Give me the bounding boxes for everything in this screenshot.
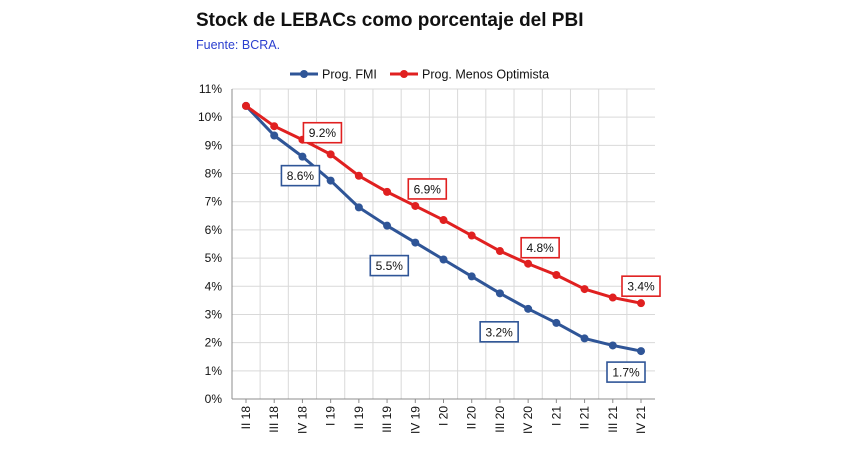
series-1-point	[637, 299, 645, 308]
label-layer: 9.2% 6.9% 4.8% 3.4% 8.6% 5.5% 3.2% 1.7%	[280, 121, 661, 383]
series-0-point	[326, 176, 335, 185]
series-1-point	[242, 101, 250, 110]
series-0-point	[411, 238, 420, 247]
series-1-point	[270, 122, 279, 131]
series-1-point	[552, 271, 561, 279]
x-tick-label: I 21	[549, 406, 563, 426]
data-label-box	[302, 121, 343, 144]
y-tick-label: 9%	[205, 138, 223, 152]
y-tick-label: 2%	[205, 336, 223, 350]
y-tick-label: 0%	[205, 392, 223, 406]
x-tick-label: II 21	[578, 406, 592, 430]
legend-marker-1	[400, 70, 408, 78]
data-label-box	[407, 178, 448, 200]
y-tick-label: 7%	[205, 195, 223, 209]
series-0-point	[383, 221, 392, 230]
y-tick-label: 10%	[198, 110, 222, 124]
y-tick-label: 6%	[205, 223, 223, 237]
data-label-box	[369, 254, 410, 277]
series-0-point	[524, 304, 533, 313]
chart-source: Fuente: BCRA.	[196, 38, 281, 52]
data-label: 9.2%	[309, 126, 337, 140]
y-tick-label: 8%	[205, 167, 223, 181]
series-0-point	[270, 131, 279, 140]
y-tick-label: 1%	[205, 364, 223, 378]
y-tick-label: 3%	[205, 307, 223, 321]
y-tick-label: 4%	[205, 279, 223, 293]
data-label-box	[520, 236, 560, 259]
series-1-point	[354, 171, 363, 180]
data-label: 1.7%	[612, 366, 640, 380]
series-0-point	[580, 334, 589, 343]
legend-label-0: Prog. FMI	[322, 68, 377, 82]
data-label: 8.6%	[287, 169, 315, 183]
y-tick-label: 11%	[199, 82, 222, 96]
series-0-point	[637, 347, 645, 356]
x-tick-label: II 18	[239, 406, 253, 430]
series-1-point	[326, 150, 335, 159]
series-0-point	[608, 341, 617, 350]
y-tick-label: 5%	[205, 251, 223, 265]
x-tick-label: II 20	[465, 406, 479, 430]
data-label-box	[621, 275, 661, 297]
series-0-point	[298, 152, 307, 161]
legend-marker-0	[300, 70, 308, 78]
series-1-point	[524, 259, 533, 268]
series-0-point	[467, 272, 476, 281]
x-tick-label: I 19	[324, 406, 338, 426]
series-1-point	[383, 187, 392, 196]
series-0-point	[439, 255, 448, 264]
x-tick-label: III 18	[267, 406, 281, 433]
data-label: 3.2%	[485, 325, 513, 339]
series-0-point	[552, 318, 561, 327]
x-tick-label: IV 19	[408, 406, 422, 434]
legend-label-1: Prog. Menos Optimista	[422, 68, 549, 82]
series-1-point	[411, 201, 420, 210]
series-0-point	[495, 289, 504, 298]
x-tick-label: IV 20	[521, 406, 535, 434]
data-label-box	[280, 164, 321, 187]
data-label-box	[606, 361, 646, 383]
x-tick-label: II 19	[352, 406, 366, 430]
series-1-point	[439, 216, 448, 225]
chart-title: Stock de LEBACs como porcentaje del PBI	[196, 10, 584, 31]
series-1-point	[467, 231, 476, 240]
x-tick-label: IV 18	[295, 406, 309, 434]
series-1-point	[608, 293, 617, 302]
x-tick-label: III 19	[380, 406, 394, 433]
data-label: 5.5%	[376, 259, 404, 273]
series-layer	[242, 101, 645, 356]
legend: Prog. FMI Prog. Menos Optimista	[290, 68, 549, 82]
x-tick-label: III 21	[606, 406, 620, 433]
data-label: 4.8%	[526, 241, 554, 255]
data-label: 6.9%	[414, 182, 442, 196]
series-1-point	[580, 285, 589, 294]
x-tick-label: III 20	[493, 406, 507, 433]
data-label: 3.4%	[627, 280, 655, 294]
series-1-point	[495, 247, 504, 256]
axis-layer: 0% 1% 2% 3% 4% 5% 6% 7% 8% 9% 10% 11% II 18 III 18 IV …	[198, 82, 655, 434]
x-tick-label: I 20	[437, 406, 451, 426]
data-label-box	[479, 321, 519, 343]
series-0-point	[354, 203, 363, 212]
x-tick-label: IV 21	[634, 406, 648, 434]
